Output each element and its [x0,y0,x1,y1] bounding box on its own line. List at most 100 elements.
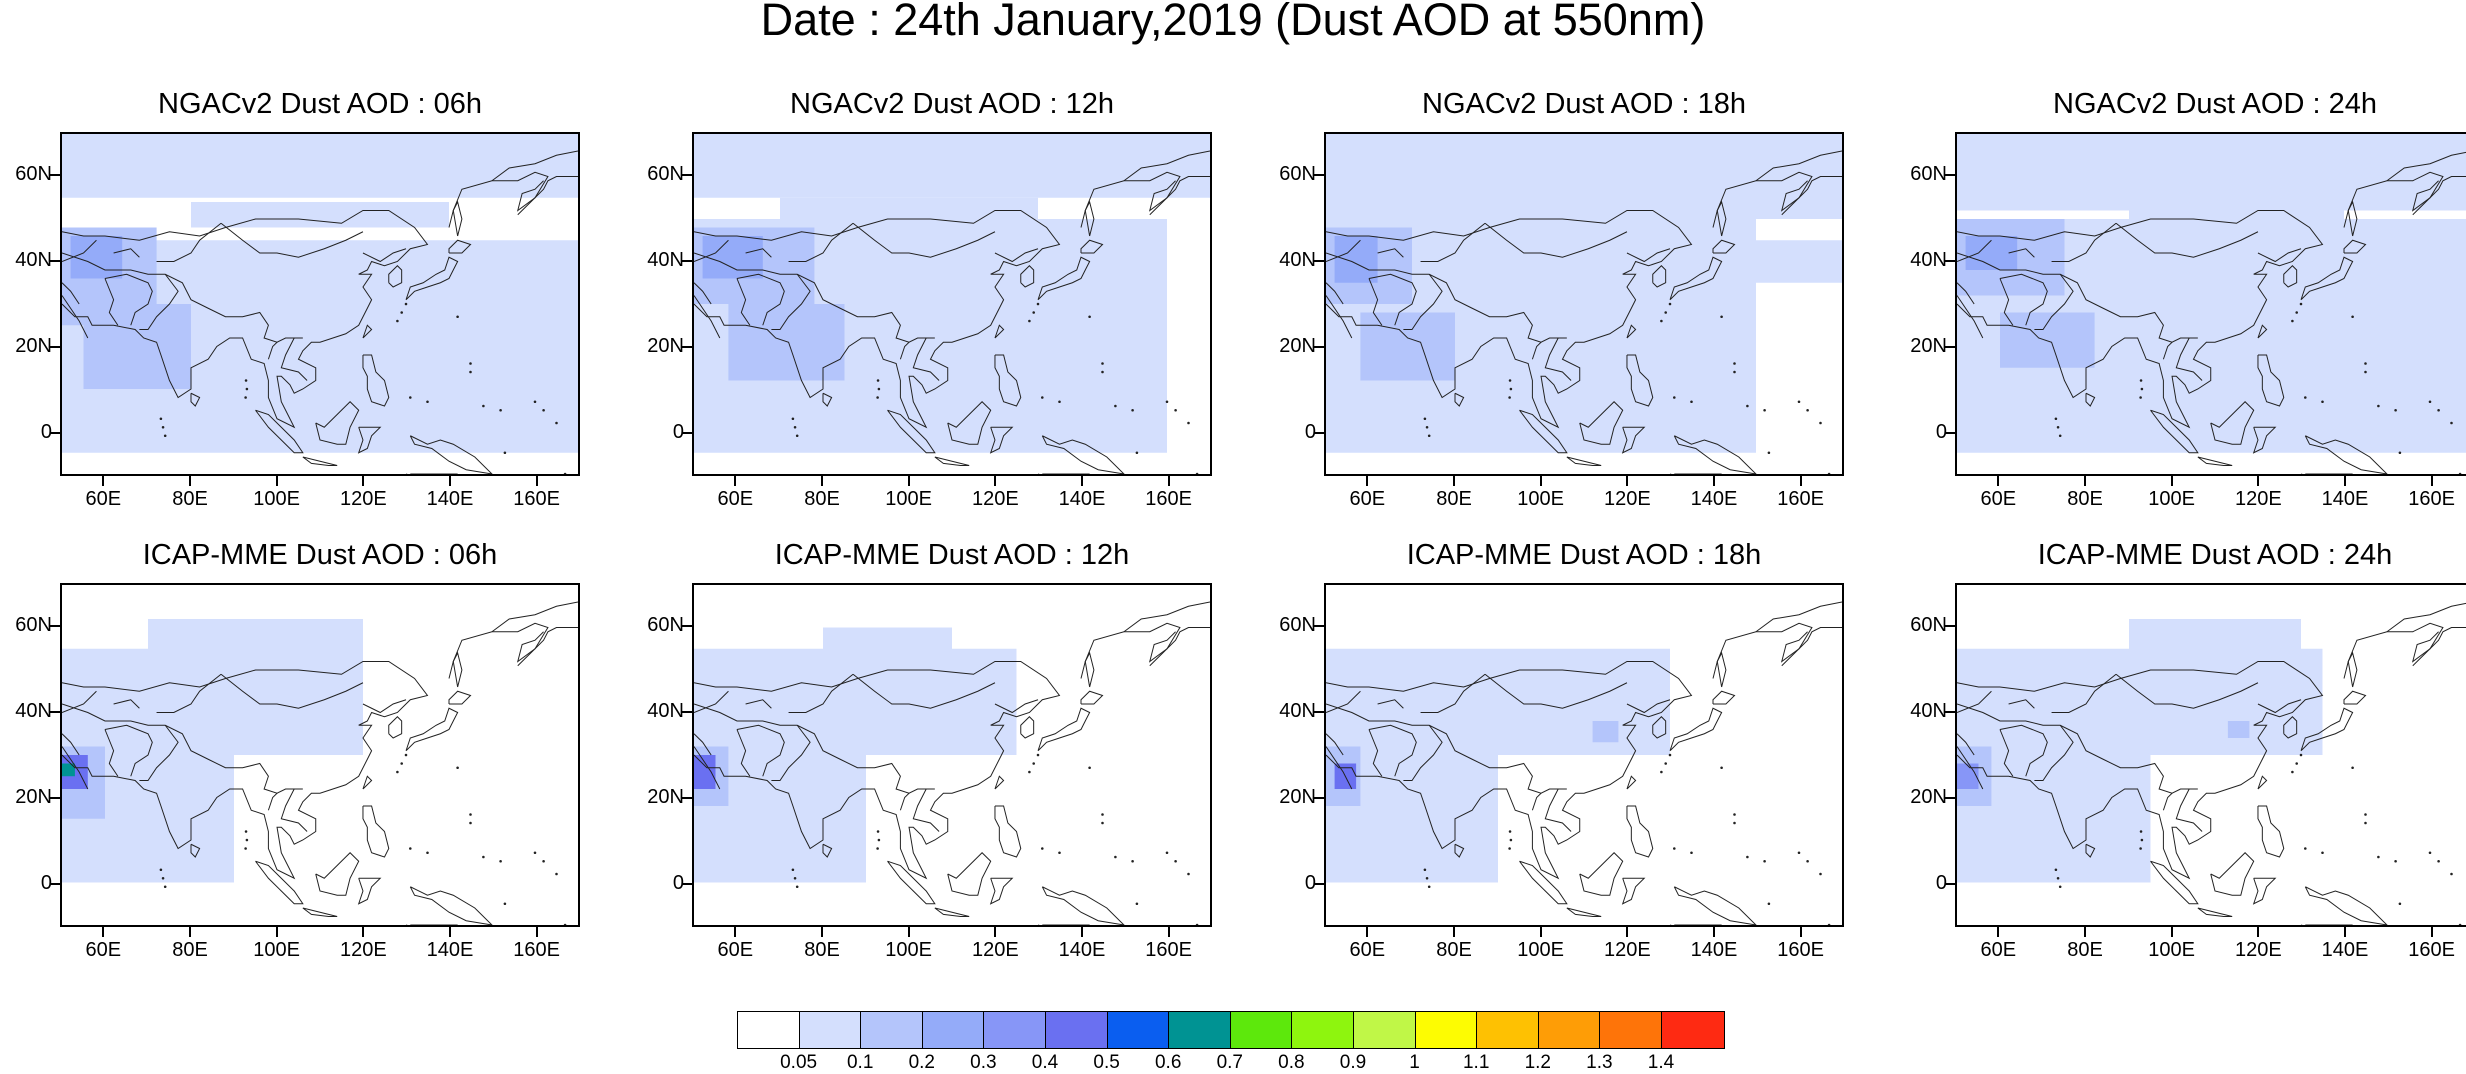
coastline [357,877,382,905]
coastline [947,852,992,896]
coastline [2343,171,2444,228]
island-dot [876,830,880,833]
coastline [62,746,89,790]
dust-aod-field [1326,134,1842,219]
coastline [2257,248,2302,263]
coastline [62,703,303,794]
lon-tick-label: 80E [172,488,208,510]
lon-tick-label: 160E [1777,488,1825,510]
coastline [1712,622,1813,679]
island-dot [244,830,248,833]
colorbar-label: 0.3 [970,1052,997,1073]
map-area [1955,583,2466,927]
map-area [60,583,580,927]
coastline [2051,673,2117,713]
lon-tick-label: 100E [2148,488,2196,510]
lat-tick [50,883,60,885]
lat-tick-label: 40N [647,249,684,271]
coastline [315,401,360,445]
lat-tick-label: 20N [1910,786,1947,808]
lon-tick-label: 80E [804,939,840,961]
coastline [2257,775,2268,790]
coastline [694,295,721,339]
island-dot [2304,396,2307,399]
lat-tick [682,711,692,713]
panel-title: NGACv2 Dust AOD : 18h [1422,88,1746,120]
island-dot [1819,421,1822,425]
coastline [2115,222,2259,258]
coastline [694,239,729,262]
coastline [315,852,360,896]
lat-tick [682,260,692,262]
lat-tick-label: 20N [15,335,52,357]
lon-tick [2257,476,2260,486]
coastline [771,273,811,330]
island-dot [2364,362,2367,365]
island-dot [2394,859,2397,863]
coastline [1368,278,1383,326]
island-dot [1101,370,1104,374]
map-area [1324,583,1844,927]
coastline [1020,265,1035,288]
coastline [452,651,463,688]
lat-tick-label: 60N [647,163,684,185]
coastline [1377,699,1404,709]
lat-tick-label: 20N [1279,335,1316,357]
coastline [255,409,304,454]
island-dot [1797,851,1801,855]
colorbar-swatch [922,1012,985,1048]
coastline [1519,409,1568,454]
island-dot [1165,851,1169,855]
lat-tick-label: 60N [1910,163,1947,185]
island-dot [1733,813,1736,816]
lon-tick [1713,927,1715,937]
island-dot [877,838,881,842]
coastline [1755,601,1842,633]
lon-tick [275,927,278,937]
coastline [1957,661,2324,880]
coastline [1368,273,1417,326]
island-dot [1763,408,1766,412]
coastline [1626,699,1671,714]
lon-tick [994,476,997,486]
lat-tick [682,346,692,348]
island-dot [2437,859,2440,863]
island-dot [1508,830,1512,833]
lon-tick-label: 80E [2067,939,2103,961]
island-dot [876,379,880,382]
lon-tick-label: 120E [1603,939,1651,961]
island-dot [396,770,399,774]
island-dot [2458,472,2462,474]
lat-tick [1314,432,1324,434]
island-dot [2299,302,2303,306]
coastline [388,265,403,288]
island-dot [1767,902,1771,906]
coastline [1957,239,1992,262]
island-dot [1423,417,1427,421]
island-dot [2139,847,2142,850]
island-dot [1827,472,1831,474]
island-dot [2458,923,2462,925]
coastline [448,239,472,254]
coastline [1326,282,1344,305]
island-dot [426,851,429,855]
lon-tick [2430,927,2433,937]
coastline [62,252,303,343]
coastline [362,248,407,263]
coastline [357,426,382,454]
coastline [1531,341,1542,360]
island-dot [1664,762,1667,765]
colorbar-swatch [1045,1012,1108,1048]
island-dot [1664,311,1667,314]
coastline [1652,265,1667,288]
island-dot [244,396,247,399]
coastline [694,661,1061,880]
coastline [1957,746,1984,790]
island-dot [159,417,163,421]
coastline [302,907,338,917]
panel-title: NGACv2 Dust AOD : 24h [2053,88,2377,120]
island-dot [1135,902,1139,906]
coastline [190,392,201,407]
coastline [2252,426,2277,454]
island-dot [1131,859,1134,863]
